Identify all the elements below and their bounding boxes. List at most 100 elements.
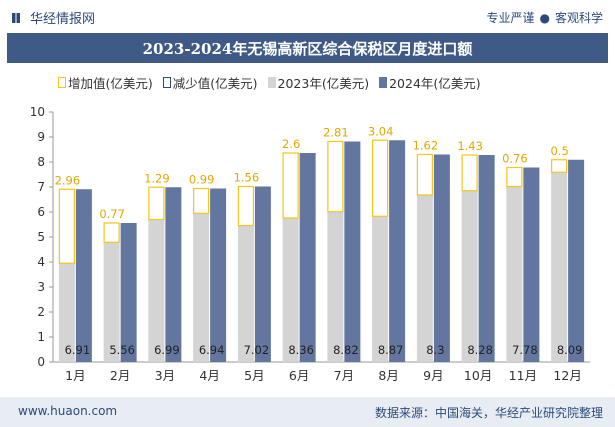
increase-data-label: 1.56 — [234, 171, 260, 185]
y-tick-label: 7 — [37, 180, 45, 194]
value-2024-data-label: 6.91 — [65, 343, 91, 357]
legend-swatch-2024 — [379, 77, 388, 88]
bar-2023 — [193, 213, 210, 362]
legend-label-2024: 2024年(亿美元) — [389, 76, 481, 91]
bar-increase — [103, 222, 120, 243]
chart-legend: 增加值(亿美元) 减少值(亿美元) 2023年(亿美元) 2024年(亿美元) — [58, 73, 578, 92]
chart-title-bar: 2023-2024年无锡高新区综合保税区月度进口额 — [7, 33, 608, 63]
x-tick-label: 1月 — [65, 368, 85, 383]
bar-increase — [148, 186, 165, 221]
increase-data-label: 0.76 — [502, 152, 528, 166]
brand: 华经情报网 — [12, 8, 95, 27]
x-tick-label: 7月 — [334, 368, 354, 383]
increase-data-label: 1.29 — [144, 171, 170, 185]
value-2024-data-label: 7.78 — [512, 343, 538, 357]
tagline: 专业严谨 ● 客观科学 — [486, 9, 603, 26]
bar-increase — [282, 152, 299, 219]
bar-increase — [506, 166, 523, 188]
y-tick-label: 9 — [37, 130, 45, 144]
legend-item-2023: 2023年(亿美元) — [267, 73, 370, 92]
x-tick-label: 9月 — [423, 368, 443, 383]
bar-2024 — [120, 223, 137, 362]
bar-2024 — [568, 159, 585, 362]
bar-2023 — [237, 225, 254, 362]
x-tick-label: 3月 — [155, 368, 175, 383]
bar-2023 — [282, 218, 299, 362]
y-tick-label: 5 — [37, 230, 45, 244]
top-bar: 华经情报网 专业严谨 ● 客观科学 — [0, 0, 615, 32]
footer: www.huaon.com 数据来源：中国海关，华经产业研究院整理 — [0, 397, 615, 427]
increase-data-label: 1.43 — [457, 139, 483, 153]
bar-increase — [461, 154, 478, 192]
bar-2023 — [551, 172, 568, 362]
tagline-left: 专业严谨 — [486, 11, 535, 25]
bar-2024 — [299, 153, 316, 362]
x-tick-label: 5月 — [244, 368, 264, 383]
bar-2024 — [165, 187, 182, 362]
legend-swatch-2023 — [267, 77, 276, 88]
value-2024-data-label: 7.02 — [244, 343, 270, 357]
increase-data-label: 2.81 — [323, 126, 349, 140]
bar-2024 — [478, 155, 495, 362]
increase-data-label: 0.77 — [99, 207, 125, 221]
value-2024-data-label: 6.94 — [199, 343, 225, 357]
increase-data-label: 2.6 — [282, 137, 300, 151]
value-2024-data-label: 5.56 — [109, 343, 135, 357]
bar-2024 — [210, 188, 227, 362]
legend-label-2023: 2023年(亿美元) — [277, 76, 370, 91]
logo-icon — [12, 12, 20, 23]
bar-increase — [193, 187, 210, 214]
bar-increase — [551, 159, 568, 173]
y-tick-label: 10 — [30, 105, 45, 119]
y-tick-label: 1 — [37, 330, 45, 344]
bar-2024 — [75, 189, 92, 362]
bar-2023 — [416, 195, 433, 362]
tagline-right: 客观科学 — [554, 11, 603, 25]
brand-name: 华经情报网 — [30, 12, 96, 27]
bar-2023 — [148, 219, 165, 362]
x-tick-label: 8月 — [378, 368, 398, 383]
legend-label-increase: 增加值(亿美元) — [68, 76, 153, 91]
increase-data-label: 1.62 — [413, 139, 439, 153]
footer-url: www.huaon.com — [18, 404, 118, 418]
y-tick-label: 6 — [37, 205, 45, 219]
bar-2023 — [372, 216, 389, 362]
value-2024-data-label: 8.3 — [426, 343, 444, 357]
value-2024-data-label: 8.82 — [333, 343, 359, 357]
chart-title: 2023-2024年无锡高新区综合保税区月度进口额 — [142, 39, 473, 58]
increase-data-label: 2.96 — [55, 173, 81, 187]
bar-increase — [372, 139, 389, 217]
bar-2023 — [103, 242, 120, 362]
increase-data-label: 3.04 — [368, 124, 394, 138]
y-tick-label: 3 — [37, 280, 45, 294]
bar-increase — [237, 185, 254, 227]
increase-data-label: 0.5 — [550, 144, 568, 158]
bar-2024 — [433, 154, 450, 362]
bar-2024 — [523, 167, 540, 362]
value-2024-data-label: 8.36 — [288, 343, 314, 357]
legend-swatch-decrease — [162, 77, 171, 88]
legend-swatch-increase — [58, 77, 66, 88]
x-tick-label: 10月 — [464, 368, 492, 383]
y-tick-label: 2 — [37, 305, 45, 319]
bar-increase — [327, 140, 344, 213]
increase-data-label: 0.99 — [189, 173, 215, 187]
bar-2023 — [58, 263, 75, 362]
bar-2024 — [344, 141, 361, 362]
y-tick-label: 4 — [37, 255, 45, 269]
y-tick-label: 0 — [37, 355, 45, 369]
x-tick-label: 12月 — [553, 368, 581, 383]
bar-2023 — [327, 211, 344, 362]
x-tick-label: 11月 — [509, 368, 537, 383]
dot-separator-icon: ● — [539, 11, 550, 25]
value-2024-data-label: 8.09 — [557, 343, 583, 357]
legend-item-increase: 增加值(亿美元) — [58, 73, 153, 92]
x-tick-label: 6月 — [289, 368, 309, 383]
x-tick-label: 4月 — [199, 368, 219, 383]
legend-label-decrease: 减少值(亿美元) — [172, 76, 258, 91]
bar-2023 — [461, 190, 478, 362]
bar-increase — [416, 153, 433, 196]
bar-2024 — [254, 186, 271, 362]
footer-source: 数据来源：中国海关，华经产业研究院整理 — [374, 406, 603, 420]
legend-item-decrease: 减少值(亿美元) — [162, 73, 258, 92]
